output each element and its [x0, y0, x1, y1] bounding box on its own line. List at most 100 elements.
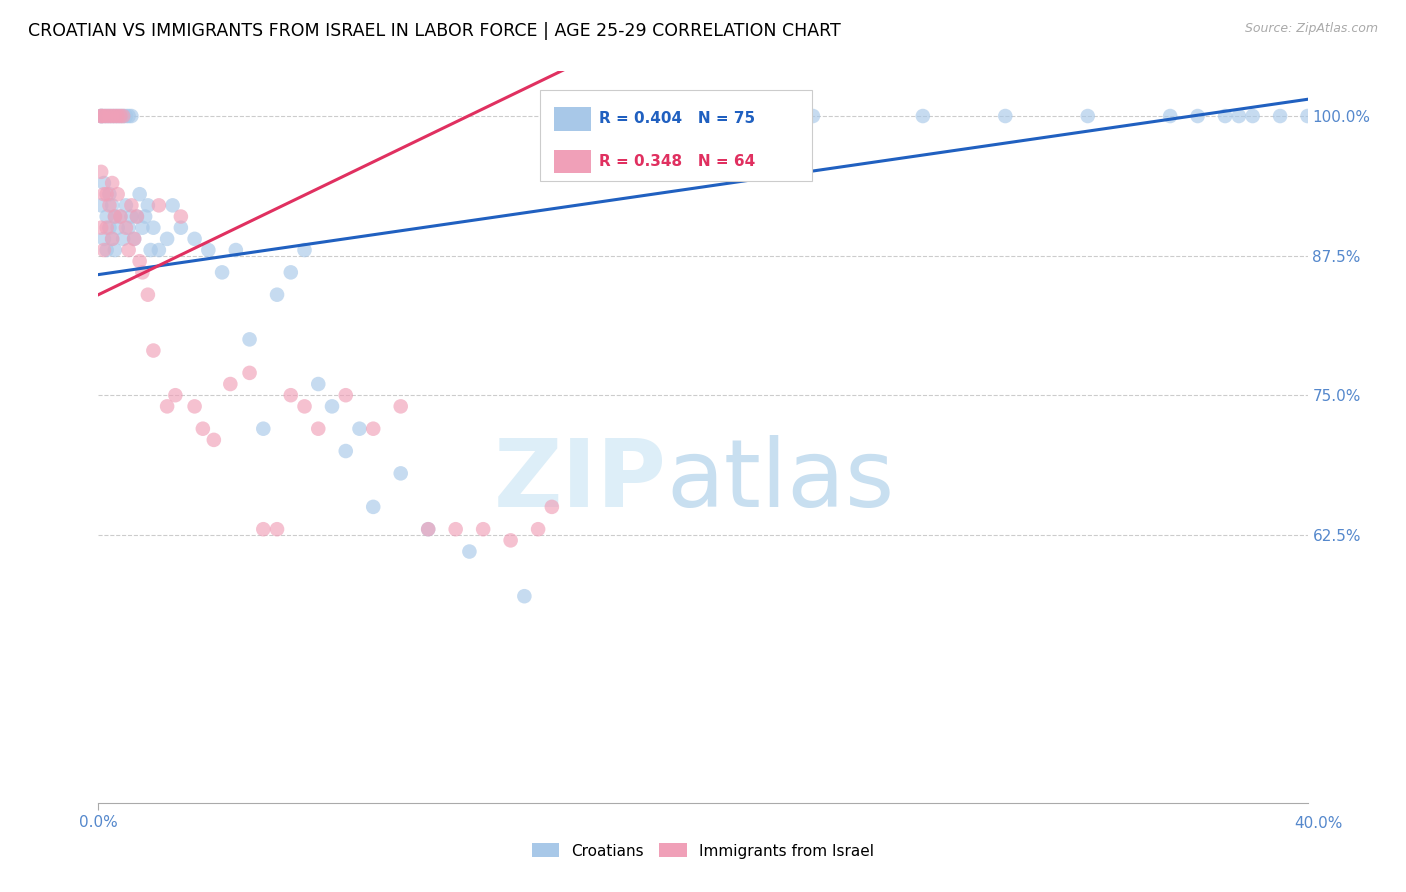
Point — [596, 109, 619, 123]
Point — [96, 109, 118, 123]
Point — [107, 220, 129, 235]
FancyBboxPatch shape — [554, 150, 591, 173]
Point — [170, 220, 193, 235]
Point — [93, 232, 115, 246]
Text: R = 0.348   N = 64: R = 0.348 N = 64 — [599, 153, 755, 169]
Text: R = 0.404   N = 75: R = 0.404 N = 75 — [599, 112, 755, 127]
Point — [112, 109, 135, 123]
Point — [90, 109, 112, 123]
Point — [602, 109, 624, 123]
Point — [101, 198, 124, 212]
Point — [1296, 109, 1319, 123]
Point — [307, 377, 329, 392]
Point — [101, 232, 124, 246]
Point — [104, 109, 127, 123]
Point — [294, 400, 316, 414]
Point — [307, 422, 329, 436]
Point — [335, 388, 357, 402]
Point — [225, 243, 247, 257]
Point — [162, 198, 184, 212]
Point — [588, 109, 610, 123]
Point — [183, 232, 205, 246]
Point — [136, 287, 159, 301]
Point — [107, 187, 129, 202]
Point — [101, 232, 124, 246]
Point — [104, 210, 127, 224]
Point — [120, 198, 142, 212]
Point — [148, 198, 170, 212]
Point — [335, 444, 357, 458]
Point — [197, 243, 219, 257]
Point — [101, 109, 124, 123]
Point — [90, 198, 112, 212]
Point — [112, 232, 135, 246]
Point — [609, 109, 631, 123]
Point — [219, 377, 242, 392]
Point — [389, 467, 412, 481]
Point — [110, 210, 132, 224]
Point — [142, 343, 165, 358]
Point — [98, 109, 121, 123]
Point — [134, 210, 156, 224]
Point — [720, 109, 742, 123]
Point — [637, 109, 659, 123]
Point — [107, 109, 129, 123]
Point — [112, 109, 135, 123]
Point — [90, 165, 112, 179]
Point — [801, 109, 824, 123]
Point — [104, 243, 127, 257]
Point — [98, 187, 121, 202]
Point — [1213, 109, 1236, 123]
Point — [252, 522, 274, 536]
Point — [202, 433, 225, 447]
Point — [115, 198, 138, 212]
Point — [576, 109, 599, 123]
Point — [361, 422, 384, 436]
Point — [128, 254, 150, 268]
Point — [122, 232, 145, 246]
Point — [125, 210, 148, 224]
Point — [118, 220, 141, 235]
Point — [136, 198, 159, 212]
Point — [211, 265, 233, 279]
Point — [418, 522, 440, 536]
Point — [266, 287, 288, 301]
Point — [110, 210, 132, 224]
Point — [591, 109, 613, 123]
Point — [444, 522, 467, 536]
Point — [110, 109, 132, 123]
Point — [148, 243, 170, 257]
Point — [122, 232, 145, 246]
Point — [128, 187, 150, 202]
Text: Source: ZipAtlas.com: Source: ZipAtlas.com — [1244, 22, 1378, 36]
Point — [131, 220, 153, 235]
Point — [389, 400, 412, 414]
Point — [599, 109, 621, 123]
Point — [118, 109, 141, 123]
Point — [361, 500, 384, 514]
Point — [183, 400, 205, 414]
Point — [90, 109, 112, 123]
FancyBboxPatch shape — [554, 107, 591, 130]
Point — [1077, 109, 1099, 123]
Point — [96, 109, 118, 123]
Point — [499, 533, 522, 548]
Point — [96, 210, 118, 224]
Point — [156, 232, 179, 246]
Point — [994, 109, 1017, 123]
Point — [93, 176, 115, 190]
Point — [98, 109, 121, 123]
Text: ZIP: ZIP — [494, 435, 666, 527]
Point — [1159, 109, 1181, 123]
Point — [156, 400, 179, 414]
Legend: Croatians, Immigrants from Israel: Croatians, Immigrants from Israel — [526, 838, 880, 864]
Point — [170, 210, 193, 224]
Point — [104, 109, 127, 123]
Point — [165, 388, 187, 402]
Point — [911, 109, 934, 123]
Point — [101, 109, 124, 123]
Point — [98, 198, 121, 212]
Point — [527, 522, 550, 536]
Point — [280, 265, 302, 279]
Point — [93, 243, 115, 257]
